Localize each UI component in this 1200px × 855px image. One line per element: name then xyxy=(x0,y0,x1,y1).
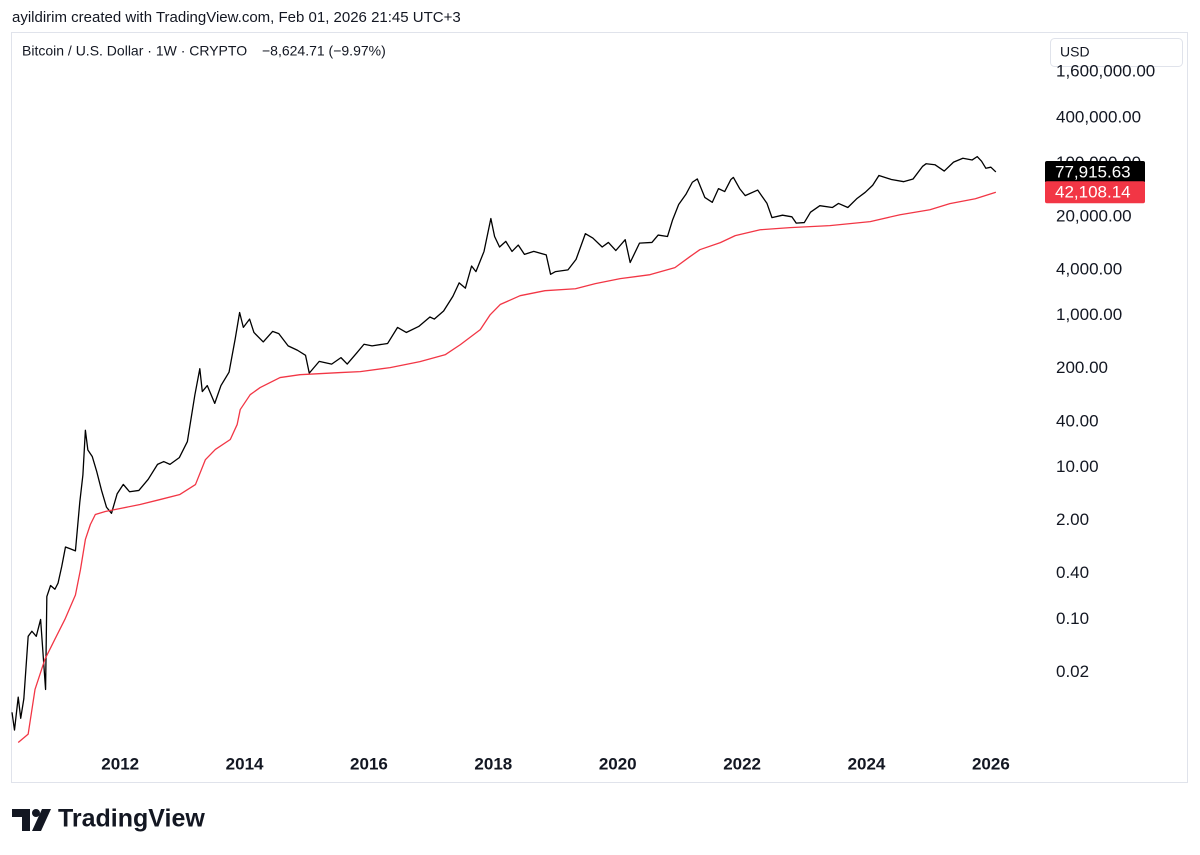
x-tick-label: 2012 xyxy=(101,754,139,773)
currency-button[interactable] xyxy=(1050,38,1183,67)
y-tick-label: 10.00 xyxy=(1056,457,1099,476)
y-tick-label: 2.00 xyxy=(1056,510,1089,529)
x-tick-label: 2018 xyxy=(474,754,512,773)
x-tick-label: 2020 xyxy=(599,754,637,773)
plot-area: 1,600,000.00400,000.00100,000.0020,000.0… xyxy=(11,62,1155,773)
x-tick-label: 2024 xyxy=(848,754,886,773)
last-value-box xyxy=(1045,160,1145,183)
y-tick-label: 40.00 xyxy=(1056,411,1099,430)
x-tick-label: 2026 xyxy=(972,754,1010,773)
chart-frame xyxy=(11,32,1188,783)
last-value-label: 77,915.63 xyxy=(1055,162,1131,181)
y-tick-label: 1,000.00 xyxy=(1056,305,1122,324)
header: ayildirim created with TradingView.com, … xyxy=(12,9,461,26)
logo-shape xyxy=(32,809,51,831)
x-tick-label: 2014 xyxy=(226,754,264,773)
brand: TradingView xyxy=(58,805,205,833)
y-tick-label: 0.40 xyxy=(1056,563,1089,582)
y-tick-label: 20,000.00 xyxy=(1056,206,1132,225)
logo-dot xyxy=(32,809,40,817)
y-tick-label: 0.02 xyxy=(1056,662,1089,681)
last-value-label: 42,108.14 xyxy=(1055,183,1131,202)
y-tick-label: 1,600,000.00 xyxy=(1056,62,1155,81)
price-line xyxy=(11,155,997,731)
y-tick-label: 4,000.00 xyxy=(1056,259,1122,278)
x-tick-label: 2016 xyxy=(350,754,388,773)
price-line xyxy=(17,191,997,744)
brand-logo xyxy=(12,809,51,831)
chart-title: Bitcoin / U.S. Dollar · 1W · CRYPTO xyxy=(22,43,247,59)
currency[interactable]: USD xyxy=(1060,44,1090,60)
price-change: −8,624.71 (−9.97%) xyxy=(262,43,386,59)
y-tick-label: 200.00 xyxy=(1056,358,1108,377)
x-tick-label: 2022 xyxy=(723,754,761,773)
y-tick-label: 400,000.00 xyxy=(1056,107,1141,126)
logo-shape xyxy=(12,809,30,831)
y-tick-label: 0.10 xyxy=(1056,609,1089,628)
last-value-box xyxy=(1045,181,1145,204)
